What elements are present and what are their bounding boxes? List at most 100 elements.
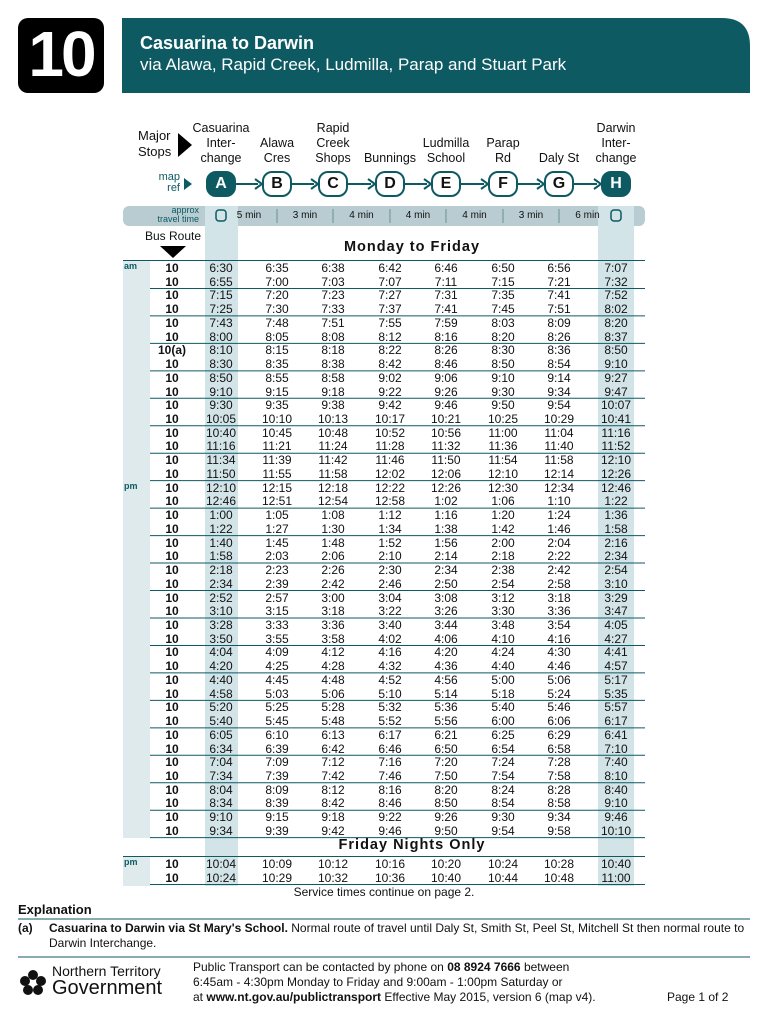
logo-text: Government xyxy=(52,977,163,999)
time: 9:34 xyxy=(547,810,571,825)
time: 8:30 xyxy=(491,343,515,358)
time: 7:45 xyxy=(491,302,515,317)
time: 10:16 xyxy=(374,857,406,871)
route: 10 xyxy=(165,329,179,344)
time: 8:16 xyxy=(434,329,458,344)
bus-icon xyxy=(215,209,227,222)
time: 9:34 xyxy=(209,823,233,838)
time: 9:15 xyxy=(265,810,289,825)
time: 2:58 xyxy=(547,576,571,591)
time: 7:48 xyxy=(265,315,289,330)
time: 5:46 xyxy=(547,700,571,715)
time: 3:18 xyxy=(321,604,345,619)
route: 10 xyxy=(165,288,179,303)
time: 7:35 xyxy=(491,288,515,303)
time: 7:21 xyxy=(547,274,571,289)
time: 5:45 xyxy=(265,714,289,729)
time: 7:12 xyxy=(321,755,345,770)
time: 3:58 xyxy=(321,631,345,646)
time: 3:12 xyxy=(491,590,515,605)
route: 10 xyxy=(165,672,179,687)
time: 9:54 xyxy=(547,398,571,413)
time: 11:36 xyxy=(488,439,518,454)
time: 10:24 xyxy=(487,857,519,871)
time: 6:29 xyxy=(547,727,571,742)
time: 7:32 xyxy=(604,274,628,289)
time: 6:58 xyxy=(547,741,571,756)
time: 1:45 xyxy=(265,535,289,550)
route: 10 xyxy=(165,466,179,481)
time: 12:34 xyxy=(543,480,575,495)
time: 9:34 xyxy=(547,384,571,399)
period: am xyxy=(124,261,138,271)
time: 2:42 xyxy=(321,576,345,591)
contact: Public Transport can be contacted by pho… xyxy=(193,960,569,974)
time: 6:42 xyxy=(321,741,345,756)
travel-time-label: travel time xyxy=(157,214,199,224)
time: 4:40 xyxy=(491,659,515,674)
time: 10:45 xyxy=(261,425,293,440)
time: 11:16 xyxy=(601,425,631,440)
time: 8:16 xyxy=(378,782,402,797)
time: 5:57 xyxy=(604,700,628,715)
time: 7:15 xyxy=(209,288,233,303)
time: 6:50 xyxy=(434,741,458,756)
map-ref-label: ref xyxy=(167,182,180,194)
time: 8:40 xyxy=(604,782,628,797)
time: 8:26 xyxy=(434,343,458,358)
time: 11:21 xyxy=(262,439,292,454)
time: 10:40 xyxy=(600,857,632,871)
logo-flower xyxy=(20,970,46,995)
text: www.nt.gov.au/publictransport xyxy=(206,990,382,1004)
time: 2:30 xyxy=(378,563,402,578)
time: 8:03 xyxy=(491,315,515,330)
time: 3:50 xyxy=(209,631,233,646)
time: 3:00 xyxy=(321,590,345,605)
time: 5:00 xyxy=(491,672,515,687)
time: 8:10 xyxy=(209,343,233,358)
time: 3:33 xyxy=(265,617,289,632)
time: 6:35 xyxy=(265,261,289,275)
time: 10:12 xyxy=(317,857,349,871)
explanation-text: Casuarina to Darwin via St Mary's School… xyxy=(49,921,751,951)
time: 9:02 xyxy=(378,370,402,385)
time: 3:26 xyxy=(434,604,458,619)
ref-box xyxy=(375,171,405,197)
travel-time: 5 min xyxy=(236,210,262,221)
time: 7:46 xyxy=(378,769,402,783)
time: 8:20 xyxy=(434,782,458,797)
time: 8:18 xyxy=(321,343,345,358)
time: 9:22 xyxy=(378,810,402,825)
time: 3:29 xyxy=(604,590,628,605)
time: 8:12 xyxy=(378,329,402,344)
time: 9:15 xyxy=(265,384,289,399)
time: 9:50 xyxy=(491,398,515,413)
explanation-key: (a) xyxy=(18,921,33,935)
time: 12:10 xyxy=(600,453,632,468)
stop-name: Daly St xyxy=(538,151,580,165)
time: 6:39 xyxy=(265,741,289,756)
time: 10:04 xyxy=(205,857,237,871)
time: 4:02 xyxy=(378,631,402,646)
stop-name: Cres xyxy=(263,151,291,165)
time: 11:55 xyxy=(262,466,292,481)
route: 10 xyxy=(165,439,179,454)
route: 10(a) xyxy=(157,343,187,358)
time: 8:09 xyxy=(547,315,571,330)
stop-name: Rd xyxy=(495,151,511,165)
time: 6:54 xyxy=(491,741,515,756)
stop-ref: H xyxy=(610,175,622,192)
route: 10 xyxy=(165,782,179,797)
time: 7:31 xyxy=(434,288,458,303)
time: 3:36 xyxy=(321,617,345,632)
time: 8:50 xyxy=(209,370,233,385)
route: 10 xyxy=(165,535,179,550)
travel-time: 4 min xyxy=(405,210,431,221)
time: 10:40 xyxy=(205,425,237,440)
time: 11:28 xyxy=(375,439,405,454)
time: 8:58 xyxy=(321,370,345,385)
time: 12:54 xyxy=(317,494,349,509)
time: 2:46 xyxy=(378,576,402,591)
time: 3:22 xyxy=(378,604,402,619)
route: 10 xyxy=(165,453,179,468)
